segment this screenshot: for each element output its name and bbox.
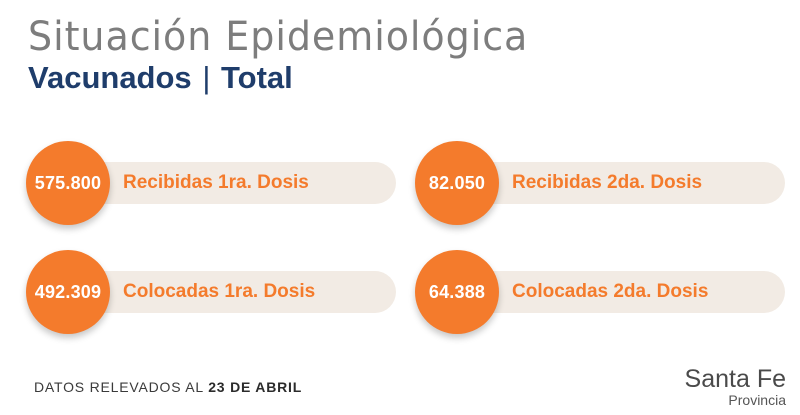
stat-value: 492.309 [34, 281, 102, 302]
stat-pill [74, 162, 396, 204]
stat-pill [463, 271, 785, 313]
data-date-note: DATOS RELEVADOS AL 23 DE ABRIL [34, 379, 302, 395]
stat-value: 575.800 [34, 172, 102, 193]
stat-value: 64.388 [428, 281, 486, 302]
stat-value: 82.050 [428, 172, 486, 193]
stat-pill [74, 271, 396, 313]
page-title: Situación Epidemiológica [28, 14, 529, 60]
stat-recibidas-2da-dosis: 82.050 Recibidas 2da. Dosis [415, 141, 785, 225]
stat-colocadas-2da-dosis: 64.388 Colocadas 2da. Dosis [415, 250, 785, 334]
stat-label: Recibidas 1ra. Dosis [123, 172, 309, 193]
data-date-value: 23 DE ABRIL [208, 379, 303, 395]
stat-label: Recibidas 2da. Dosis [512, 172, 703, 193]
stat-circle: 82.050 [415, 141, 499, 225]
santa-fe-logo: Santa Fe Provincia [685, 366, 786, 408]
subtitle-total: Total [221, 60, 293, 95]
brand-subname: Provincia [728, 392, 786, 408]
stat-pill [463, 162, 785, 204]
stat-circle: 64.388 [415, 250, 499, 334]
brand-name: Santa Fe [684, 365, 786, 393]
data-date-prefix: DATOS RELEVADOS AL [34, 379, 204, 395]
subtitle-vacunados: Vacunados [28, 60, 192, 95]
stat-circle: 492.309 [26, 250, 110, 334]
stat-label: Colocadas 2da. Dosis [512, 281, 709, 302]
page-subtitle: Vacunados | Total [28, 60, 293, 96]
stat-circle: 575.800 [26, 141, 110, 225]
stat-recibidas-1ra-dosis: 575.800 Recibidas 1ra. Dosis [26, 141, 396, 225]
stat-label: Colocadas 1ra. Dosis [123, 281, 316, 302]
stat-colocadas-1ra-dosis: 492.309 Colocadas 1ra. Dosis [26, 250, 396, 334]
subtitle-separator: | [202, 60, 211, 95]
